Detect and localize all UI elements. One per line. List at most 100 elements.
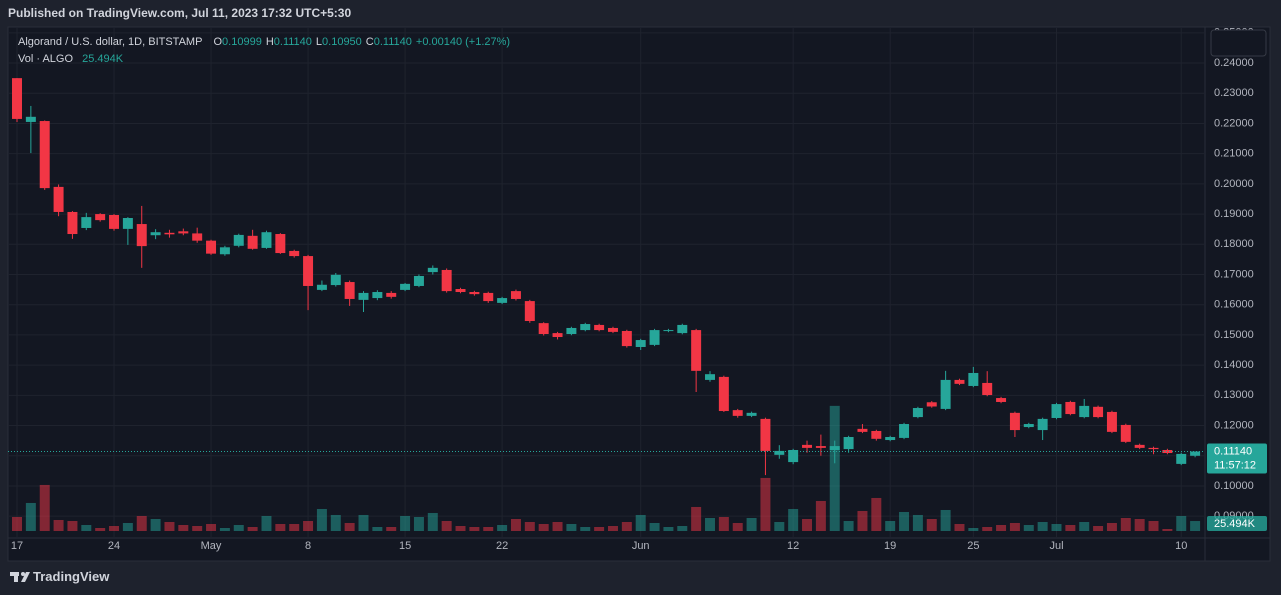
candle-body <box>621 330 632 347</box>
volume-bar <box>469 526 480 531</box>
volume-bar <box>594 526 605 531</box>
x-tick-label: 10 <box>1175 540 1187 552</box>
chart-pane <box>7 26 1271 562</box>
volume-tag <box>1207 516 1267 531</box>
volume-bar <box>857 510 868 531</box>
countdown-label: 11:57:12 <box>1214 459 1256 471</box>
volume-bar <box>39 484 50 531</box>
volume-bar <box>122 522 133 531</box>
candle-body <box>39 121 50 189</box>
candle-body <box>109 214 120 229</box>
volume-bar <box>677 525 688 531</box>
candle-body <box>926 402 937 407</box>
volume-bar <box>427 512 438 531</box>
candle-body <box>1009 412 1020 431</box>
candle-body <box>95 214 106 221</box>
volume-bar <box>109 525 120 531</box>
header: Published on TradingView.com, Jul 11, 20… <box>8 6 352 20</box>
volume-bar <box>330 514 341 531</box>
candle-body <box>1037 418 1048 431</box>
volume-bar <box>1009 522 1020 531</box>
volume-title: Vol · ALGO <box>18 53 74 65</box>
candle-body <box>122 218 133 229</box>
volume-bar <box>344 522 355 531</box>
candle-body <box>552 333 563 338</box>
candle-body <box>275 234 286 254</box>
volume-bar <box>538 523 549 531</box>
volume-bar <box>663 526 674 531</box>
candle-body <box>497 298 508 303</box>
candle-body <box>289 250 300 257</box>
volume-bar <box>566 523 577 531</box>
candle-body <box>912 408 923 418</box>
candle-body <box>164 232 175 235</box>
x-tick-label: Jun <box>632 540 650 552</box>
x-tick-label: 22 <box>496 540 508 552</box>
volume-bar <box>982 526 993 531</box>
y-tick-label: 0.13000 <box>1214 389 1254 401</box>
legend-row: Vol · ALGO 25.494K <box>18 51 516 68</box>
candle-body <box>1120 424 1131 442</box>
volume-bar <box>510 518 521 531</box>
candle-body <box>81 217 92 228</box>
candle-body <box>1065 401 1076 415</box>
logo-part <box>21 572 25 576</box>
volume-bar <box>1093 525 1104 531</box>
candle-body <box>954 379 965 384</box>
volume-bar <box>968 527 979 531</box>
candle-body <box>413 276 424 286</box>
y-tick-label: 0.12000 <box>1214 419 1254 431</box>
volume-bar <box>136 515 147 531</box>
volume-bar <box>1106 522 1117 531</box>
volume-bar <box>1023 524 1034 531</box>
ohlc-key: H <box>265 36 274 48</box>
candle-body <box>1148 447 1159 450</box>
volume-bar <box>1162 528 1173 531</box>
volume-bar <box>1051 523 1062 531</box>
candle-body <box>192 233 203 241</box>
settings-box[interactable] <box>1210 29 1267 57</box>
y-tick-label: 0.15000 <box>1214 329 1254 341</box>
candle-body <box>885 437 896 441</box>
volume-bar <box>25 502 36 531</box>
volume-bar <box>12 516 22 531</box>
y-tick-label: 0.23000 <box>1214 87 1254 99</box>
volume-bar <box>621 521 632 531</box>
volume-bar <box>829 405 840 531</box>
volume-bars <box>12 405 1201 531</box>
candle-body <box>788 450 799 463</box>
candle-body <box>1134 444 1145 448</box>
volume-bar <box>1065 524 1076 531</box>
candle-body <box>330 274 341 286</box>
volume-bar <box>524 521 535 531</box>
x-tick-label: 15 <box>399 540 411 552</box>
x-tick-label: 19 <box>884 540 896 552</box>
volume-bar <box>400 515 411 531</box>
candle-body <box>760 418 771 451</box>
volume-bar <box>303 520 314 531</box>
candle-body <box>968 372 979 386</box>
candle-body <box>261 232 272 248</box>
volume-bar <box>718 516 729 531</box>
volume-bar <box>233 524 244 531</box>
volume-bar <box>455 525 466 531</box>
candle-body <box>247 235 258 249</box>
volume-bar <box>912 514 923 531</box>
candle-body <box>233 234 244 246</box>
candle-body <box>746 412 757 416</box>
volume-bar <box>316 508 327 531</box>
volume-bar <box>261 515 272 531</box>
candle-body <box>774 450 785 455</box>
volume-bar <box>413 516 424 531</box>
candle-body <box>524 301 535 322</box>
candle-body <box>1051 404 1062 418</box>
candle-body <box>982 382 993 396</box>
volume-bar <box>691 506 702 531</box>
logo-part <box>21 572 30 582</box>
candle-body <box>871 430 882 439</box>
volume-bar <box>732 522 743 531</box>
candle-body <box>372 292 383 299</box>
candle-body <box>136 224 147 247</box>
volume-bar <box>1120 517 1131 531</box>
